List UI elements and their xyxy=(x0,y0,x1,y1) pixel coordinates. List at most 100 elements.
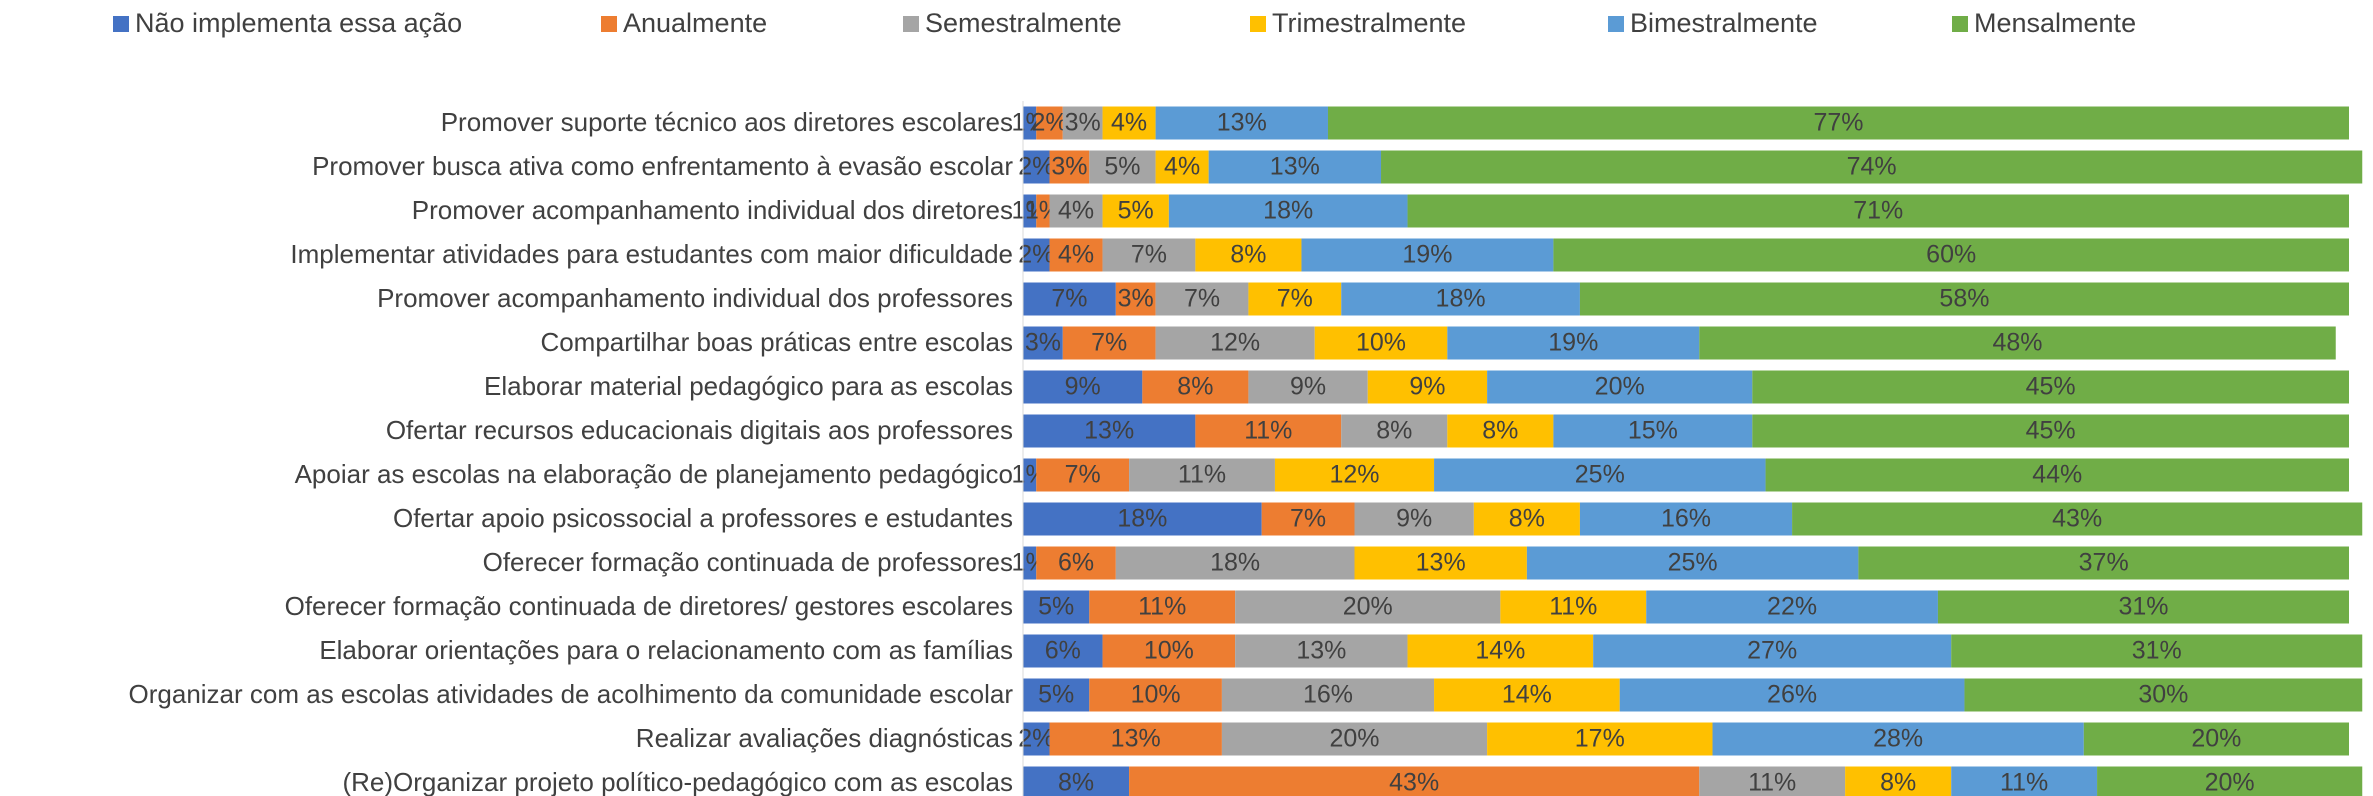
value-label: 16% xyxy=(1661,505,1711,533)
bar-segment xyxy=(2097,766,2363,796)
value-label: 31% xyxy=(2118,593,2168,621)
bar-segment xyxy=(1023,766,1130,796)
bar-segment xyxy=(1327,106,2349,140)
bar-segment xyxy=(1752,370,2349,404)
bar-segment xyxy=(1487,370,1753,404)
bar-segment xyxy=(1023,414,1196,448)
value-label: 4% xyxy=(1058,241,1094,269)
bar-segment xyxy=(1089,150,1156,184)
bar-segment xyxy=(1129,766,1700,796)
value-label: 5% xyxy=(1104,153,1140,181)
bar-segment xyxy=(1195,238,1302,272)
value-label: 2% xyxy=(1031,109,1067,137)
category-label: Implementar atividades para estudantes c… xyxy=(290,239,1013,269)
bar-segment xyxy=(1367,370,1488,404)
bar-segment xyxy=(1023,546,1037,580)
value-label: 13% xyxy=(1296,637,1346,665)
value-label: 15% xyxy=(1628,417,1678,445)
value-label: 4% xyxy=(1164,153,1200,181)
bar-segment xyxy=(1049,722,1222,756)
value-label: 48% xyxy=(1992,329,2042,357)
value-label: 19% xyxy=(1402,241,1452,269)
value-label: 8% xyxy=(1376,417,1412,445)
bar-segment xyxy=(1208,150,1382,184)
bar-segment xyxy=(1023,326,1063,360)
legend-label: Bimestralmente xyxy=(1630,8,1818,38)
bar-segment xyxy=(1129,458,1275,492)
bar-segment xyxy=(1593,634,1952,668)
bar-segment xyxy=(1221,678,1435,712)
bar-segment xyxy=(1235,634,1408,668)
bar-segment xyxy=(1221,722,1488,756)
bar-segment xyxy=(1553,414,1753,448)
value-label: 8% xyxy=(1509,505,1545,533)
category-label: Apoiar as escolas na elaboração de plane… xyxy=(295,459,1013,489)
value-label: 7% xyxy=(1184,285,1220,313)
category-label: Ofertar apoio psicossocial a professores… xyxy=(393,503,1013,533)
bar-segment xyxy=(1314,326,1448,360)
value-label: 5% xyxy=(1038,681,1074,709)
bar-segment xyxy=(1049,238,1103,272)
value-label: 11% xyxy=(1244,417,1292,445)
value-label: 8% xyxy=(1230,241,1266,269)
bar-segment xyxy=(1142,370,1249,404)
value-label: 16% xyxy=(1303,681,1353,709)
value-label: 60% xyxy=(1926,241,1976,269)
bar-segment xyxy=(1023,282,1116,316)
value-label: 7% xyxy=(1277,285,1313,313)
bar-segment xyxy=(1036,106,1063,140)
bar-segment xyxy=(1102,634,1236,668)
value-label: 10% xyxy=(1144,637,1194,665)
category-label: Oferecer formação continuada de diretore… xyxy=(285,591,1013,621)
value-label: 14% xyxy=(1502,681,1552,709)
value-label: 7% xyxy=(1065,461,1101,489)
bar-segment xyxy=(1951,766,2098,796)
value-label: 7% xyxy=(1290,505,1326,533)
value-label: 71% xyxy=(1853,197,1903,225)
bar-segment xyxy=(1473,502,1580,536)
value-label: 43% xyxy=(1389,769,1439,796)
value-label: 7% xyxy=(1051,285,1087,313)
bar-segment xyxy=(1407,634,1594,668)
value-label: 20% xyxy=(2191,725,2241,753)
value-label: 11% xyxy=(1138,593,1186,621)
value-label: 2% xyxy=(1018,153,1054,181)
category-label: Compartilhar boas práticas entre escolas xyxy=(540,327,1013,357)
bar-segment xyxy=(1261,502,1355,536)
bar-segment xyxy=(1248,282,1342,316)
value-label: 77% xyxy=(1813,109,1863,137)
value-label: 5% xyxy=(1118,197,1154,225)
bar-segment xyxy=(1381,150,2363,184)
value-label: 45% xyxy=(2026,373,2076,401)
value-label: 20% xyxy=(1595,373,1645,401)
category-label: Promover suporte técnico aos diretores e… xyxy=(441,107,1013,137)
bar-segment xyxy=(1341,282,1580,316)
category-label: Elaborar orientações para o relacionamen… xyxy=(319,635,1013,665)
value-label: 11% xyxy=(2000,769,2048,796)
value-label: 6% xyxy=(1045,637,1081,665)
bar-segment xyxy=(1155,282,1249,316)
bar-segment xyxy=(1354,502,1474,536)
bar-segment xyxy=(1062,326,1156,360)
value-label: 18% xyxy=(1210,549,1260,577)
bar-segment xyxy=(1049,194,1103,228)
value-label: 20% xyxy=(1329,725,1379,753)
value-label: 8% xyxy=(1482,417,1518,445)
value-label: 6% xyxy=(1058,549,1094,577)
value-label: 10% xyxy=(1356,329,1406,357)
bar-segment xyxy=(1526,546,1859,580)
value-label: 9% xyxy=(1290,373,1326,401)
value-label: 2% xyxy=(1018,725,1054,753)
value-label: 43% xyxy=(2052,505,2102,533)
bar-segment xyxy=(1500,590,1647,624)
value-label: 5% xyxy=(1038,593,1074,621)
value-label: 4% xyxy=(1111,109,1147,137)
bar-segment xyxy=(1023,590,1090,624)
value-label: 58% xyxy=(1939,285,1989,313)
legend-label: Semestralmente xyxy=(925,8,1122,38)
value-label: 17% xyxy=(1575,725,1625,753)
value-label: 13% xyxy=(1111,725,1161,753)
bar-segment xyxy=(1951,634,2363,668)
bar-segment xyxy=(1115,282,1156,316)
value-label: 9% xyxy=(1409,373,1445,401)
